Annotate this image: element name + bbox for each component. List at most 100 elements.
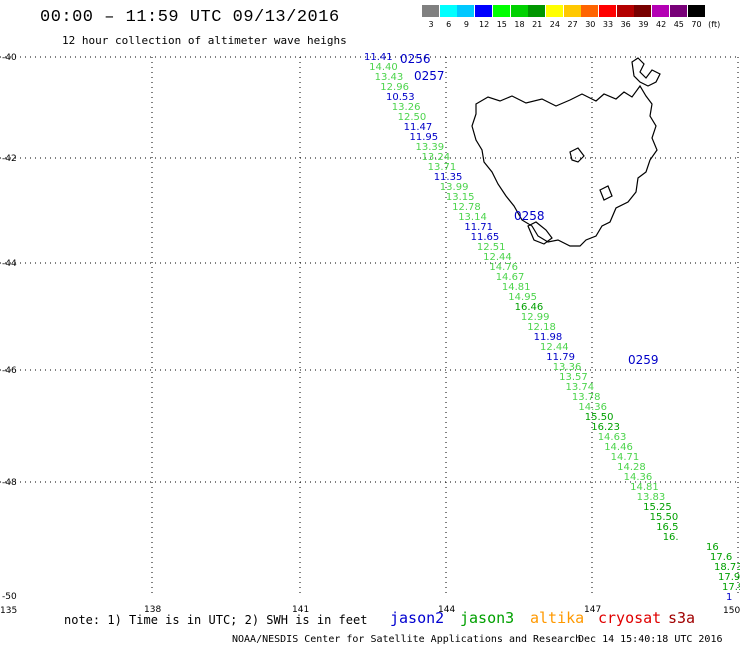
swh-value-label: 13.78 [572,392,601,403]
color-swatch [599,5,616,17]
swh-value-label: 17.98 [718,572,740,583]
swh-value-label: 10.53 [386,92,415,103]
swh-value-label: 12.44 [483,252,512,263]
swh-value-label: 13.24 [422,152,451,163]
bay-coastline [527,221,553,245]
color-swatch [634,5,652,17]
color-swatch [545,5,563,17]
swh-value-label: 1 [726,592,732,603]
color-label: 30 [585,20,596,29]
color-swatch [687,5,705,17]
color-label: 18 [514,20,525,29]
swh-value-label: 13.36 [553,362,582,373]
swh-value-label: 18.73 [714,562,740,573]
color-label: 70 [691,20,702,29]
note-text: note: 1) Time is in UTC; 2) SWH is in fe… [64,613,368,627]
color-label: 24 [549,20,560,29]
swh-value-label: 14.95 [508,292,537,303]
time-label: 0259 [628,353,659,367]
swh-value-label: 13.15 [446,192,475,203]
swh-value-label: 16 [706,542,719,553]
color-swatch [475,5,493,17]
swh-value-label: 14.63 [598,432,627,443]
swh-value-label: 13.14 [458,212,487,223]
swh-value-label: 17.99 [722,582,740,593]
lon-tick-label: 147 [584,605,601,615]
color-swatch [563,5,581,17]
color-swatch [652,5,670,17]
credit-date: Dec 14 15:40:18 UTC 2016 [578,634,723,645]
color-label: 36 [620,20,631,29]
lat-tick-label: -46 [2,366,17,376]
legend-jason3: jason3 [460,609,515,627]
color-swatch [528,5,546,17]
color-swatch [669,5,687,17]
legend-altika: altika [530,609,585,627]
swh-value-label: 14.36 [578,402,607,413]
lat-tick-label: -50 [2,592,17,602]
swh-value-label: 13.39 [416,142,445,153]
color-swatch [422,5,439,17]
swh-value-label: 13.43 [375,72,404,83]
color-swatch [457,5,475,17]
color-unit-label: (ft) [708,20,721,29]
lat-tick-label: -48 [2,478,17,488]
color-label: 42 [656,20,667,29]
flinders-island-coastline [631,57,661,87]
swh-value-label: 14.81 [502,282,531,293]
lon-tick-label: 138 [144,605,161,615]
island-coastline [569,147,585,163]
time-label: 0256 [400,52,431,66]
color-label: 3 [428,20,434,29]
swh-value-label: 15.25 [643,502,672,513]
swh-value-label: 11.95 [410,132,439,143]
swh-value-label: 12.50 [398,112,427,123]
swh-value-label: 12.51 [477,242,506,253]
lat-tick-label: -42 [2,154,17,164]
color-label: 21 [532,20,543,29]
lon-tick-label: 135 [0,606,17,616]
swh-value-label: 16. [663,532,679,543]
color-label: 12 [479,20,490,29]
color-swatch [492,5,510,17]
legend-cryosat: cryosat [598,609,662,627]
swh-value-label: 14.40 [369,62,398,73]
lon-tick-label: 141 [292,605,309,615]
credit-text: NOAA/NESDIS Center for Satellite Applica… [232,634,582,645]
color-swatch [510,5,528,17]
page-subtitle: 12 hour collection of altimeter wave hei… [62,34,347,47]
swh-value-label: 12.18 [527,322,556,333]
swh-value-label: 13.57 [559,372,588,383]
swh-value-label: 14.71 [611,452,640,463]
color-swatch [616,5,634,17]
lon-tick-label: 150 [723,606,740,616]
color-label: 33 [602,20,614,29]
swh-value-label: 16.5 [656,522,678,533]
legend-jason2: jason2 [390,609,445,627]
tasmania-coastline [471,84,658,247]
swh-value-label: 15.50 [650,512,679,523]
page-title: 00:00 – 11:59 UTC 09/13/2016 [40,8,340,27]
lat-tick-label: -40 [2,53,17,63]
time-label: 0258 [514,209,545,223]
lon-tick-label: 144 [438,605,455,615]
color-label: 45 [673,20,684,29]
color-label: 6 [446,20,452,29]
time-label: 0257 [414,69,445,83]
swh-value-label: 15.50 [585,412,614,423]
swh-value-label: 16.46 [515,302,544,313]
swh-value-label: 12.78 [452,202,481,213]
swh-value-label: 12.99 [521,312,550,323]
swh-value-label: 14.28 [617,462,646,473]
swh-value-label: 13.74 [566,382,595,393]
swh-value-label: 14.67 [496,272,525,283]
lat-tick-label: -44 [2,259,17,269]
legend-s3a: s3a [668,609,696,627]
color-label: 9 [463,20,469,29]
color-label: 15 [496,20,507,29]
swh-value-label: 11.98 [534,332,563,343]
color-label: 39 [638,20,649,29]
swh-value-label: 11.47 [404,122,433,133]
swh-value-label: 11.35 [434,172,463,183]
